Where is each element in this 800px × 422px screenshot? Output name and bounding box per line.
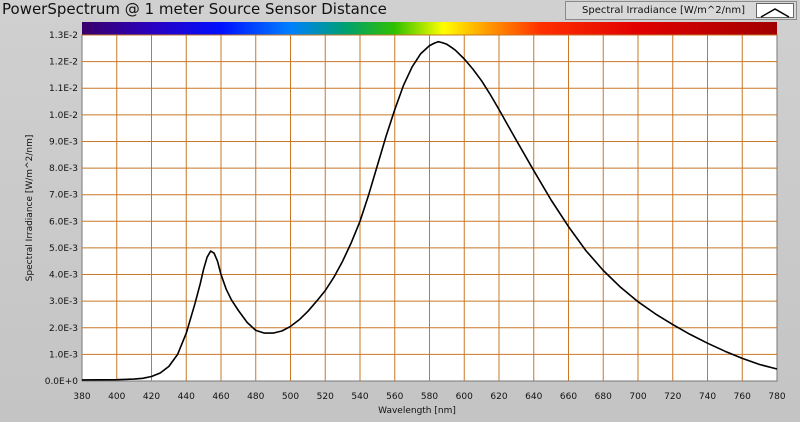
- x-axis-title: Wavelength [nm]: [378, 406, 456, 416]
- chart-title: PowerSpectrum @ 1 meter Source Sensor Di…: [2, 0, 387, 18]
- grid-layer: [82, 34, 777, 381]
- legend-line-sample: [760, 8, 790, 18]
- x-tick-label: 400: [108, 392, 125, 402]
- y-tick-label: 6.0E-3: [49, 217, 78, 227]
- line-plot-icon[interactable]: [756, 3, 794, 18]
- x-tick-label: 500: [282, 392, 299, 402]
- x-tick-label: 640: [525, 392, 542, 402]
- series-line-spectral-irradiance: [81, 40, 778, 381]
- x-tick-label: 480: [247, 392, 264, 402]
- y-tick-label: 3.0E-3: [49, 297, 78, 307]
- spectrum-color-bar: [82, 22, 777, 35]
- series-layer: [81, 40, 778, 381]
- x-tick-label: 680: [595, 392, 612, 402]
- y-tick-label: 8.0E-3: [49, 164, 78, 174]
- x-tick-label: 540: [351, 392, 368, 402]
- y-tick-label: 1.2E-2: [49, 58, 78, 68]
- y-tick-label: 9.0E-3: [49, 137, 78, 147]
- plot-legend[interactable]: Spectral Irradiance [W/m^2/nm]: [565, 1, 797, 20]
- y-tick-label: 0.0E+0: [45, 377, 79, 387]
- y-tick-label: 1.1E-2: [49, 84, 78, 94]
- y-tick-label: 1.0E-3: [49, 350, 78, 360]
- x-tick-label: 440: [178, 392, 195, 402]
- x-tick-label: 740: [699, 392, 716, 402]
- y-tick-label: 1.0E-2: [49, 111, 78, 121]
- x-tick-label: 600: [456, 392, 473, 402]
- y-tick-label: 5.0E-3: [49, 244, 78, 254]
- y-tick-label: 4.0E-3: [49, 271, 78, 281]
- x-tick-label: 580: [421, 392, 438, 402]
- y-tick-label: 1.3E-2: [49, 31, 78, 41]
- x-tick-label: 660: [560, 392, 577, 402]
- y-tick-label: 2.0E-3: [49, 324, 78, 334]
- x-tick-label: 520: [317, 392, 334, 402]
- x-tick-label: 620: [490, 392, 507, 402]
- x-tick-labels: 380 400 420 440 460 480 500 520 540 560 580 600 620 6…: [73, 392, 785, 402]
- x-tick-label: 380: [73, 392, 90, 402]
- x-tick-label: 760: [734, 392, 751, 402]
- x-tick-label: 720: [664, 392, 681, 402]
- x-tick-label: 780: [768, 392, 785, 402]
- y-tick-label: 7.0E-3: [49, 191, 78, 201]
- x-tick-label: 700: [629, 392, 646, 402]
- x-tick-label: 560: [386, 392, 403, 402]
- y-tick-labels: 0.0E+0 1.0E-3 2.0E-3 3.0E-3 4.0E-3 5.0E-3 6.0E…: [45, 31, 79, 387]
- y-axis-title: Spectral Irradiance [W/m^2/nm]: [25, 135, 35, 282]
- x-tick-label: 420: [143, 392, 160, 402]
- legend-label: Spectral Irradiance [W/m^2/nm]: [582, 5, 745, 16]
- x-tick-label: 460: [212, 392, 229, 402]
